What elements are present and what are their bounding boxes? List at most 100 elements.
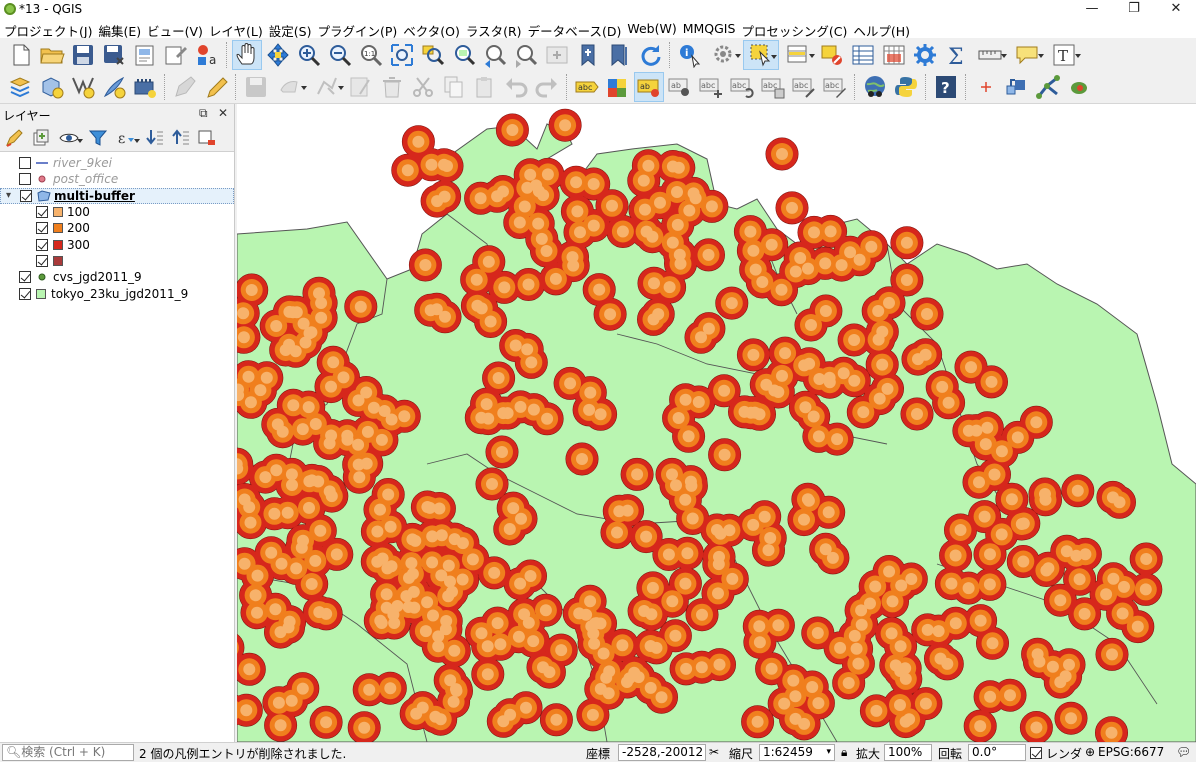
identify-features-icon[interactable]: i [675, 40, 705, 70]
label-settings-icon[interactable]: abc [572, 72, 602, 102]
layer-row-post-office[interactable]: post_office [0, 171, 234, 187]
zoom-last-icon[interactable] [480, 40, 510, 70]
shape-tools-icon[interactable] [1064, 72, 1094, 102]
show-hide-labels-icon[interactable]: ab [665, 72, 695, 102]
menu-view[interactable]: ビュー(V) [147, 24, 203, 39]
statistical-summary-icon[interactable]: Σ [941, 40, 971, 70]
data-source-manager-icon[interactable] [6, 72, 36, 102]
menu-mmqgis[interactable]: MMQGIS [682, 21, 736, 36]
layer-visibility-checkbox[interactable] [19, 271, 31, 284]
menu-help[interactable]: ヘルプ(H) [853, 24, 911, 39]
new-map-view-icon[interactable] [542, 40, 572, 70]
layer-visibility-checkbox[interactable] [19, 173, 31, 186]
legend-class-300[interactable]: 300 [0, 236, 234, 252]
layer-visibility-checkbox[interactable] [19, 287, 31, 300]
modify-attributes-icon[interactable] [346, 72, 376, 102]
zoom-next-icon[interactable] [511, 40, 541, 70]
menu-raster[interactable]: ラスタ(R) [465, 24, 522, 39]
layer-visibility-checkbox[interactable] [20, 189, 32, 202]
select-by-attribute-icon[interactable] [780, 40, 816, 70]
rotate-label-icon[interactable]: abc [727, 72, 757, 102]
layer-row-multi-buffer[interactable]: ▾ multi-buffer [0, 187, 234, 204]
plugin-tool-icon[interactable] [1002, 72, 1032, 102]
vertex-tool-icon[interactable] [309, 72, 345, 102]
class-visibility-checkbox[interactable] [36, 206, 48, 219]
paste-features-icon[interactable] [470, 72, 500, 102]
select-features-icon[interactable] [743, 39, 779, 70]
zoom-out-icon[interactable] [325, 40, 355, 70]
messages-icon[interactable]: 💬︎ [1176, 745, 1192, 759]
diagram-settings-icon[interactable] [603, 72, 633, 102]
coordinate-capture-icon[interactable] [971, 72, 1001, 102]
close-window-button[interactable]: ✕ [1170, 1, 1182, 16]
add-group-icon[interactable] [28, 125, 53, 150]
deselect-all-icon[interactable] [817, 40, 847, 70]
magnifier-spinbox[interactable]: 100% [884, 744, 932, 761]
lock-scale-icon[interactable]: 🔒︎ [841, 745, 848, 759]
new-geopackage-layer-icon[interactable] [37, 72, 67, 102]
rotation-spinbox[interactable]: 0.0° [968, 744, 1026, 761]
pan-to-selection-icon[interactable] [263, 40, 293, 70]
map-tips-icon[interactable] [1009, 40, 1045, 70]
locator-search-input[interactable]: 🔍︎検索 (Ctrl + K) [2, 744, 134, 761]
new-bookmark-icon[interactable] [573, 40, 603, 70]
remove-layer-icon[interactable] [194, 125, 219, 150]
processing-toolbox-icon[interactable] [910, 40, 940, 70]
style-manager-icon[interactable]: a [192, 40, 222, 70]
menu-processing[interactable]: プロセッシング(C) [741, 24, 848, 39]
layer-row-river[interactable]: river_9kei [0, 155, 234, 171]
change-label-icon[interactable]: abc [758, 72, 788, 102]
legend-class-200[interactable]: 200 [0, 220, 234, 236]
zoom-full-icon[interactable] [387, 40, 417, 70]
help-contents-icon[interactable]: ? [931, 72, 961, 102]
zoom-native-icon[interactable]: 1:1 [356, 40, 386, 70]
manage-themes-icon[interactable] [54, 125, 84, 150]
menu-layer[interactable]: レイヤ(L) [208, 24, 263, 39]
attribute-table-icon[interactable] [848, 40, 878, 70]
coordinate-toggle-icon[interactable]: ✂ [709, 745, 720, 759]
show-bookmarks-icon[interactable] [604, 40, 634, 70]
zoom-to-layer-icon[interactable] [449, 40, 479, 70]
scale-combobox[interactable]: 1:62459 ▾ [759, 744, 835, 761]
menu-plugins[interactable]: プラグイン(P) [317, 24, 398, 39]
collapse-all-icon[interactable] [168, 125, 193, 150]
python-console-icon[interactable] [891, 72, 921, 102]
crs-status[interactable]: EPSG:6677 [1098, 745, 1165, 759]
pin-labels-icon[interactable]: ab [634, 72, 664, 102]
text-annotation-icon[interactable]: T [1046, 40, 1082, 70]
menu-project[interactable]: プロジェクト(J) [4, 24, 93, 39]
collapse-arrow-icon[interactable]: ▾ [6, 190, 12, 202]
class-visibility-checkbox[interactable] [36, 222, 48, 235]
zoom-to-selection-icon[interactable] [418, 40, 448, 70]
filter-legend-icon[interactable] [85, 125, 110, 150]
refresh-icon[interactable] [635, 40, 665, 70]
layout-manager-icon[interactable] [161, 40, 191, 70]
undo-icon[interactable] [501, 72, 531, 102]
toggle-editing-icon[interactable] [201, 72, 231, 102]
render-checkbox[interactable] [1030, 747, 1042, 759]
save-project-icon[interactable] [68, 40, 98, 70]
current-edits-icon[interactable] [170, 72, 200, 102]
restore-button[interactable]: ❐ [1128, 1, 1140, 16]
layer-row-tokyo-23ku[interactable]: tokyo_23ku_jgd2011_9 [0, 285, 234, 301]
globe-icon[interactable]: ⊕ [1085, 745, 1096, 759]
new-shapefile-layer-icon[interactable] [68, 72, 98, 102]
network-analysis-icon[interactable] [1033, 72, 1063, 102]
new-temporary-layer-icon[interactable] [99, 72, 129, 102]
layer-row-cvs[interactable]: cvs_jgd2011_9 [0, 269, 234, 285]
save-as-icon[interactable] [99, 40, 129, 70]
digitize-icon[interactable] [272, 72, 308, 102]
copy-features-icon[interactable] [439, 72, 469, 102]
coordinate-field[interactable]: -2528,-20012 [618, 744, 706, 761]
menu-settings[interactable]: 設定(S) [268, 24, 312, 39]
expand-all-icon[interactable] [142, 125, 167, 150]
open-project-icon[interactable] [37, 40, 67, 70]
legend-class-100[interactable]: 100 [0, 204, 234, 220]
move-label-icon[interactable]: abc [696, 72, 726, 102]
class-visibility-checkbox[interactable] [36, 238, 48, 251]
label-edit-icon[interactable]: abc [820, 72, 850, 102]
menu-edit[interactable]: 編集(E) [98, 24, 142, 39]
zoom-in-icon[interactable] [294, 40, 324, 70]
delete-selected-icon[interactable] [377, 72, 407, 102]
cut-features-icon[interactable] [408, 72, 438, 102]
